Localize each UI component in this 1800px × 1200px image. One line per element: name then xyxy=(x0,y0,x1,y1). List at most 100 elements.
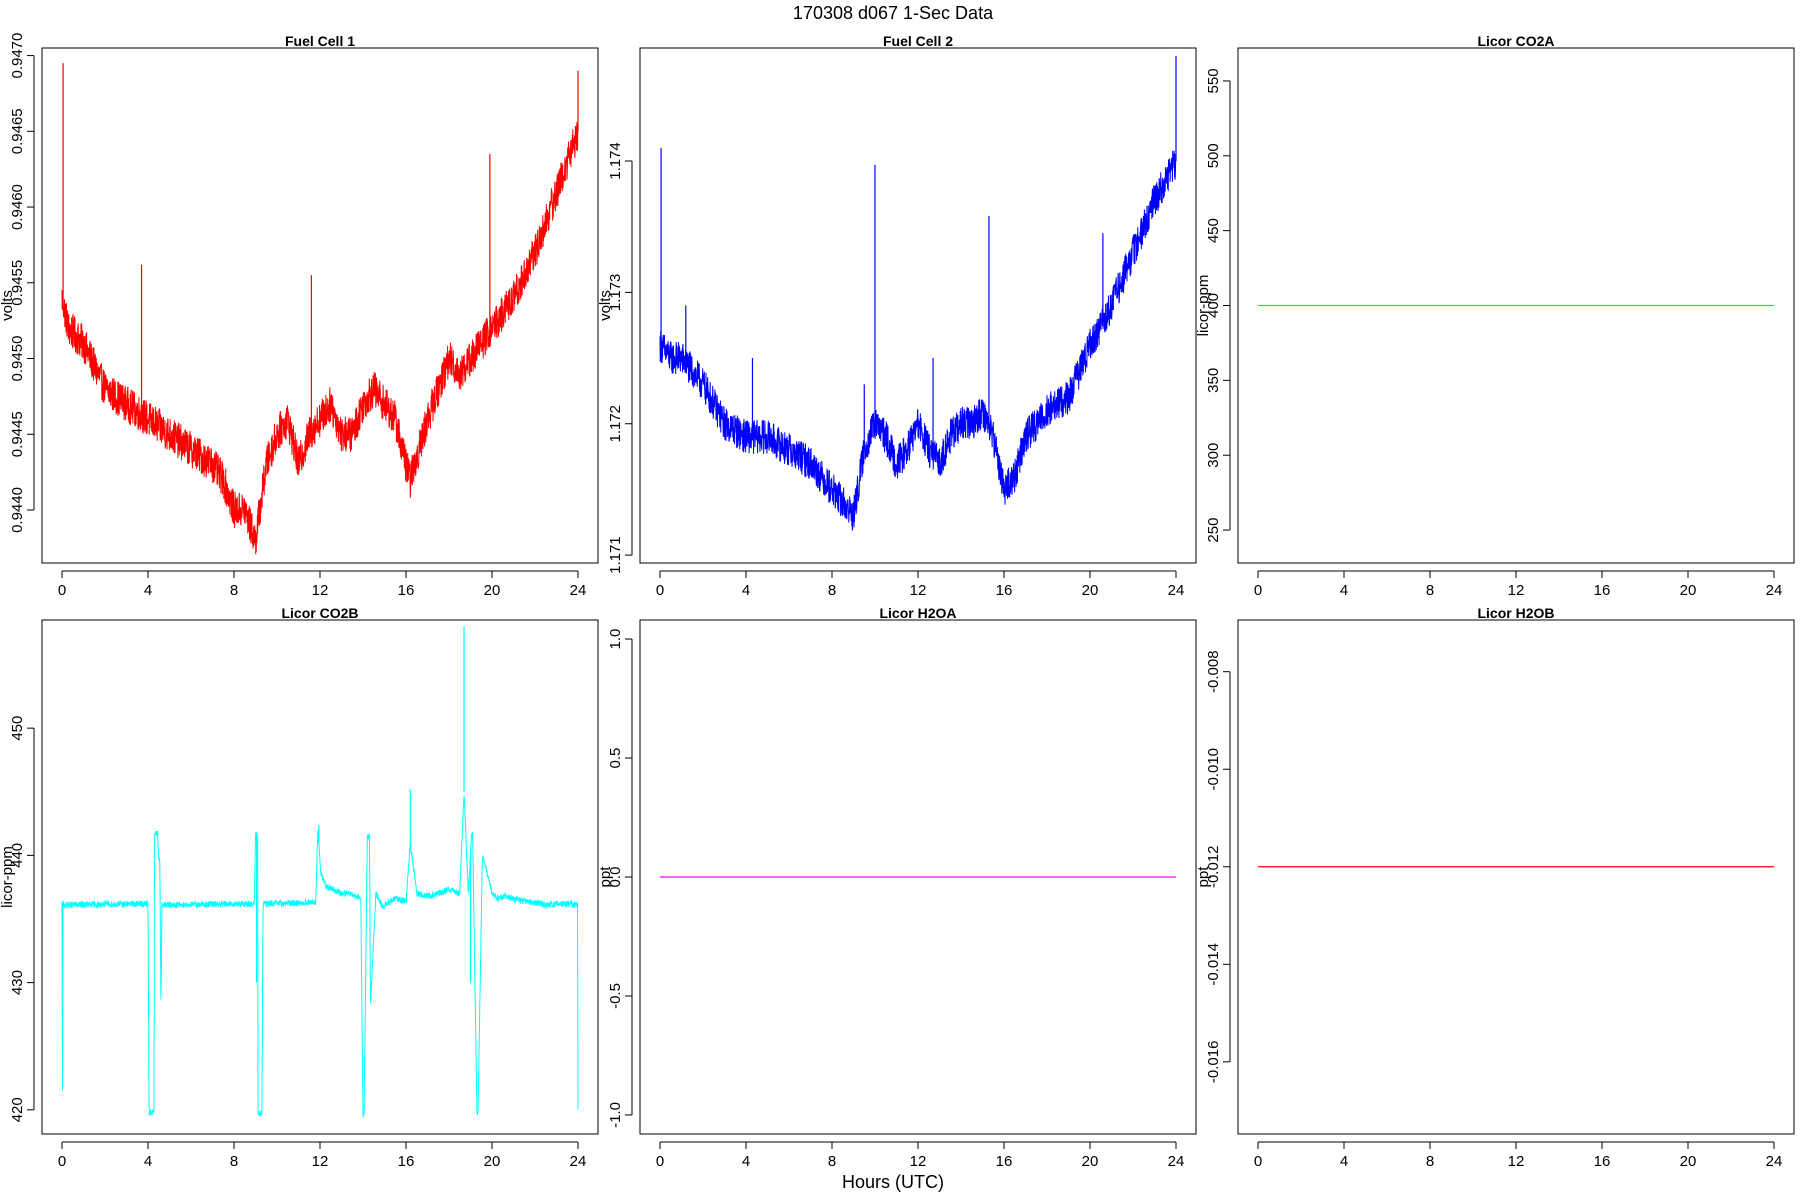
x-tick-label: 24 xyxy=(570,1153,587,1170)
x-tick-label: 8 xyxy=(1426,582,1434,599)
y-tick-label: 420 xyxy=(9,1097,26,1122)
panel-title: Fuel Cell 1 xyxy=(285,33,355,49)
y-tick-label: 250 xyxy=(1205,518,1222,543)
x-tick-label: 8 xyxy=(1426,1153,1434,1170)
y-tick-label: 400 xyxy=(1205,293,1222,318)
y-tick-label: 550 xyxy=(1205,68,1222,93)
x-tick-label: 12 xyxy=(312,1153,329,1170)
x-tick-label: 4 xyxy=(1340,1153,1348,1170)
x-tick-label: 24 xyxy=(570,582,587,599)
y-tick-label: 0.9470 xyxy=(9,33,26,79)
x-axis: 0 4 8 12 16 20 24 xyxy=(656,570,1185,599)
y-axis: 1.171 1.172 1.173 1.174 xyxy=(607,142,633,574)
panel-title: Licor H2OB xyxy=(1477,605,1554,621)
y-tick-label: 0.9460 xyxy=(9,184,26,230)
x-tick-label: 8 xyxy=(230,582,238,599)
y-tick-label: 430 xyxy=(9,970,26,995)
x-tick-label: 0 xyxy=(1254,1153,1262,1170)
plot-frame xyxy=(1237,619,1795,1135)
plot-frame xyxy=(639,619,1197,1135)
data-series xyxy=(61,63,579,555)
y-tick-label: 1.172 xyxy=(607,405,624,443)
panel-title: Fuel Cell 2 xyxy=(883,33,953,49)
y-tick-label: -0.010 xyxy=(1205,748,1222,791)
x-tick-label: 8 xyxy=(828,1153,836,1170)
panel-5: Licor H2OA 0 4 8 12 16 20 24 -1.0 -0.5 0.0 0.5 1.0 pp… xyxy=(597,605,1197,1170)
y-tick-label: 1.174 xyxy=(607,142,624,180)
y-tick-label: 0.9450 xyxy=(9,336,26,382)
x-tick-label: 20 xyxy=(1082,1153,1099,1170)
x-axis: 0 4 8 12 16 20 24 xyxy=(1254,570,1782,599)
y-tick-label: 440 xyxy=(9,843,26,868)
plot-frame xyxy=(639,47,1197,564)
y-tick-label: 450 xyxy=(9,716,26,741)
series-line xyxy=(61,795,579,1118)
y-tick-label: 1.173 xyxy=(607,274,624,312)
x-tick-label: 4 xyxy=(1340,582,1348,599)
x-tick-label: 4 xyxy=(742,1153,750,1170)
x-tick-label: 16 xyxy=(398,582,415,599)
x-axis: 0 4 8 12 16 20 24 xyxy=(1254,1141,1783,1170)
y-axis: 250 300 350 400 450 500 550 xyxy=(1205,68,1231,543)
y-tick-label: -0.008 xyxy=(1205,650,1222,693)
x-tick-label: 24 xyxy=(1168,582,1185,599)
panel-title: Licor CO2B xyxy=(281,605,358,621)
y-tick-label: 0.9440 xyxy=(9,487,26,533)
x-axis: 0 4 8 12 16 20 24 xyxy=(58,1141,587,1170)
y-axis-label: licor-ppm xyxy=(0,846,16,908)
x-tick-label: 12 xyxy=(1508,1153,1525,1170)
y-tick-label: 1.171 xyxy=(607,536,624,574)
x-tick-label: 0 xyxy=(58,1153,66,1170)
series-line xyxy=(659,150,1177,531)
panel-title: Licor CO2A xyxy=(1477,33,1554,49)
x-tick-label: 16 xyxy=(1594,1153,1611,1170)
x-tick-label: 20 xyxy=(1082,582,1099,599)
y-tick-label: 0.9465 xyxy=(9,108,26,154)
y-tick-label: -0.012 xyxy=(1205,845,1222,888)
panel-title: Licor H2OA xyxy=(879,605,956,621)
y-tick-label: 0.9445 xyxy=(9,411,26,457)
x-tick-label: 16 xyxy=(1594,582,1611,599)
y-tick-label: 300 xyxy=(1205,443,1222,468)
x-tick-label: 4 xyxy=(144,1153,152,1170)
y-tick-label: -0.5 xyxy=(607,983,624,1009)
x-tick-label: 4 xyxy=(742,582,750,599)
plot-frame xyxy=(1237,47,1795,564)
y-axis: -0.016 -0.014 -0.012 -0.010 -0.008 xyxy=(1205,650,1231,1084)
y-axis-label: ppt xyxy=(597,866,614,888)
y-axis-label: licor-ppm xyxy=(1195,275,1212,337)
y-tick-label: -0.014 xyxy=(1205,943,1222,986)
x-tick-label: 0 xyxy=(58,582,66,599)
x-tick-label: 8 xyxy=(230,1153,238,1170)
data-series xyxy=(659,55,1177,531)
y-tick-label: 500 xyxy=(1205,143,1222,168)
x-tick-label: 20 xyxy=(1680,1153,1697,1170)
y-tick-label: 350 xyxy=(1205,368,1222,393)
x-tick-label: 12 xyxy=(1508,582,1525,599)
y-tick-label: 0.5 xyxy=(607,748,624,769)
x-tick-label: 12 xyxy=(910,1153,927,1170)
y-axis-label: volts xyxy=(0,290,16,321)
y-tick-label: 0.9455 xyxy=(9,260,26,306)
panel-3: Licor CO2A 0 4 8 12 16 20 24 250 300 350 400 450 500 5… xyxy=(1195,33,1795,599)
panels-container: Fuel Cell 1 0 4 8 12 16 20 24 0.9440 0.9445 0.9450… xyxy=(0,33,1795,1170)
x-tick-label: 20 xyxy=(484,582,501,599)
x-tick-label: 24 xyxy=(1168,1153,1185,1170)
x-tick-label: 0 xyxy=(1254,582,1262,599)
plot-frame xyxy=(41,47,599,564)
figure-title: 170308 d067 1-Sec Data xyxy=(793,3,994,23)
x-tick-label: 20 xyxy=(1680,582,1697,599)
y-axis: 420 430 440 450 xyxy=(9,716,35,1122)
y-tick-label: -0.016 xyxy=(1205,1041,1222,1084)
x-tick-label: 16 xyxy=(398,1153,415,1170)
y-tick-label: 0.0 xyxy=(607,867,624,888)
x-tick-label: 12 xyxy=(910,582,927,599)
x-tick-label: 0 xyxy=(656,582,664,599)
y-tick-label: -1.0 xyxy=(607,1102,624,1128)
x-axis-title: Hours (UTC) xyxy=(842,1172,944,1192)
x-tick-label: 12 xyxy=(312,582,329,599)
x-axis: 0 4 8 12 16 20 24 xyxy=(656,1141,1185,1170)
x-tick-label: 24 xyxy=(1766,1153,1783,1170)
